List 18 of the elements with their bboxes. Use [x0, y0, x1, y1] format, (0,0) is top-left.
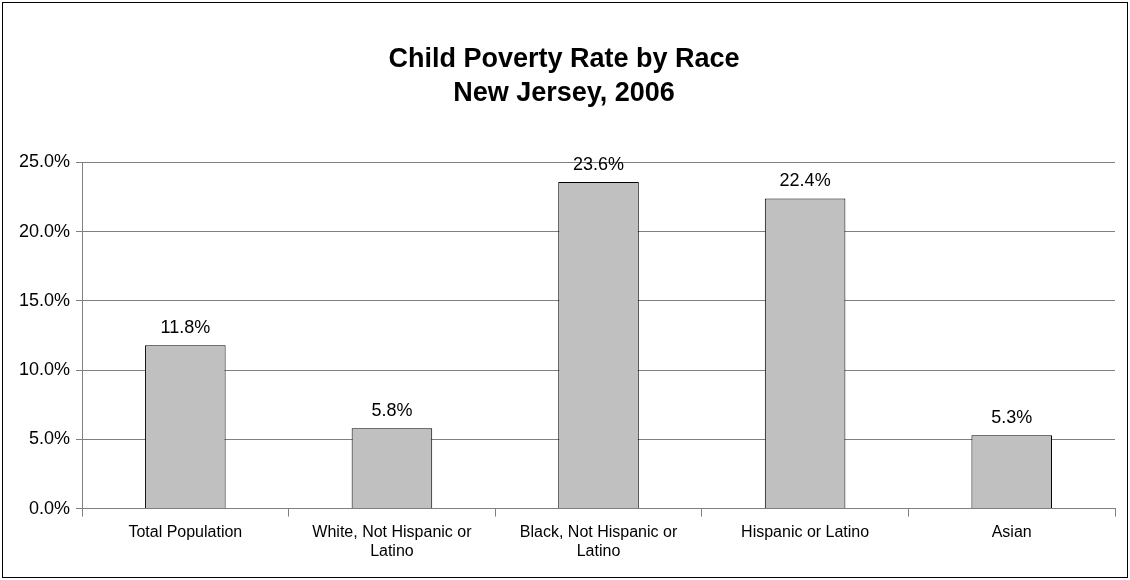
- data-label: 22.4%: [779, 170, 831, 191]
- data-label: 11.8%: [160, 317, 211, 338]
- data-label: 5.8%: [371, 400, 413, 421]
- chart-title: Child Poverty Rate by Race: [388, 43, 740, 74]
- chart-subtitle: New Jersey, 2006: [453, 77, 675, 108]
- y-tick-label: 5.0%: [29, 428, 71, 449]
- x-tick-label: Black, Not Hispanic or Latino: [519, 522, 678, 559]
- x-tick-label: Hispanic or Latino: [741, 522, 870, 540]
- x-tick-label: Total Population: [128, 522, 243, 540]
- y-tick-label: 0.0%: [29, 497, 71, 518]
- x-tick-label: Asian: [991, 522, 1032, 540]
- data-label: 5.3%: [991, 407, 1033, 428]
- y-tick-label: 25.0%: [18, 151, 71, 172]
- y-tick-label: 15.0%: [18, 289, 71, 310]
- data-label: 23.6%: [573, 153, 625, 174]
- y-tick-label: 10.0%: [18, 359, 71, 380]
- y-tick-label: 20.0%: [18, 220, 71, 241]
- x-tick-label: White, Not Hispanic or Latino: [312, 522, 473, 559]
